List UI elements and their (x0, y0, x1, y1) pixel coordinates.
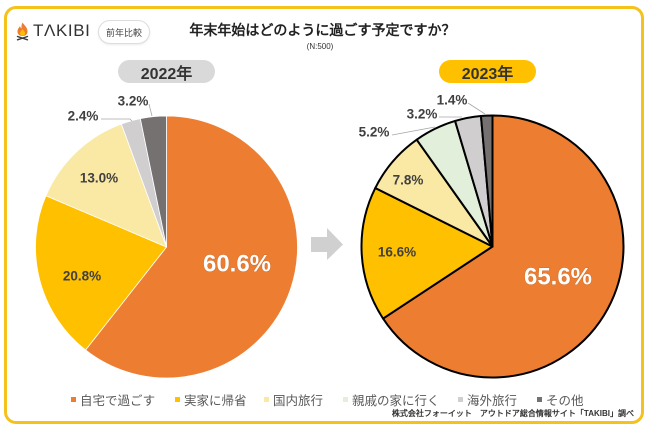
legend-swatch (71, 396, 76, 402)
legend-swatch (264, 396, 269, 402)
legend-item-relatives-home: 親戚の家に行く (343, 391, 440, 408)
pie-chart-2022: 60.6% 20.8% 13.0% 2.4% 3.2% (35, 94, 298, 379)
pie-slice (85, 115, 298, 379)
data-label: 60.6% (203, 251, 271, 278)
pie-chart-2023: 65.6% 16.6% 7.8% 5.2% 3.2%1.4% (359, 93, 625, 379)
pie-slice (479, 114, 494, 248)
legend-swatch (343, 396, 348, 402)
pie-slice (382, 114, 625, 379)
takibi-logo: TΛKIBI (16, 21, 90, 41)
legend-item-parents-home: 実家に帰省 (175, 391, 247, 408)
source-credit: 株式会社フォーイット アウトドア総合情報サイト「TAKIBI」調べ (391, 409, 634, 418)
legend-item-overseas-travel: 海外旅行 (458, 391, 518, 408)
legend-label: 国内旅行 (273, 393, 324, 408)
data-label: 13.0% (80, 171, 118, 186)
data-label: 5.2% (359, 125, 390, 140)
right-arrow-icon (311, 228, 343, 260)
leader-line (467, 102, 486, 115)
legend-label: 海外旅行 (467, 393, 518, 408)
legend-label: 親戚の家に行く (352, 393, 440, 408)
data-label: 20.8% (63, 269, 101, 284)
data-label: 16.6% (378, 245, 416, 260)
campfire-icon (16, 22, 29, 40)
legend-swatch (458, 396, 463, 402)
leader-line (101, 118, 133, 122)
legend-swatch (537, 396, 542, 402)
legend-label: 実家に帰省 (184, 393, 247, 408)
pie-slice (360, 187, 494, 320)
leader-line (391, 126, 436, 136)
legend-label: 自宅で過ごす (80, 393, 156, 408)
comparison-badge: 前年比較 (98, 20, 150, 44)
brand-name: TΛKIBI (33, 21, 91, 40)
year-badge-2022: 2022年 (118, 60, 215, 83)
legend-swatch (175, 396, 180, 402)
legend-item-domestic-travel: 国内旅行 (264, 391, 324, 408)
sample-size: (N:500) (306, 42, 334, 51)
data-label: 65.6% (524, 264, 592, 291)
legend-item-other: その他 (537, 391, 584, 408)
data-label: 3.2% (407, 107, 438, 122)
data-label: 2.4% (68, 109, 99, 124)
legend-item-home: 自宅で過ごす (71, 391, 156, 408)
pie-slice (45, 123, 167, 248)
legend-label: その他 (546, 393, 584, 408)
data-label: 3.2% (118, 94, 149, 109)
pie-slice (35, 195, 167, 351)
leader-line (148, 103, 153, 117)
data-label: 7.8% (393, 173, 424, 188)
survey-title: 年末年始はどのように過ごす予定ですか？ (189, 22, 456, 38)
data-label: 1.4% (437, 93, 468, 108)
pie-slice (139, 115, 167, 248)
year-badge-2023: 2023年 (439, 60, 536, 83)
